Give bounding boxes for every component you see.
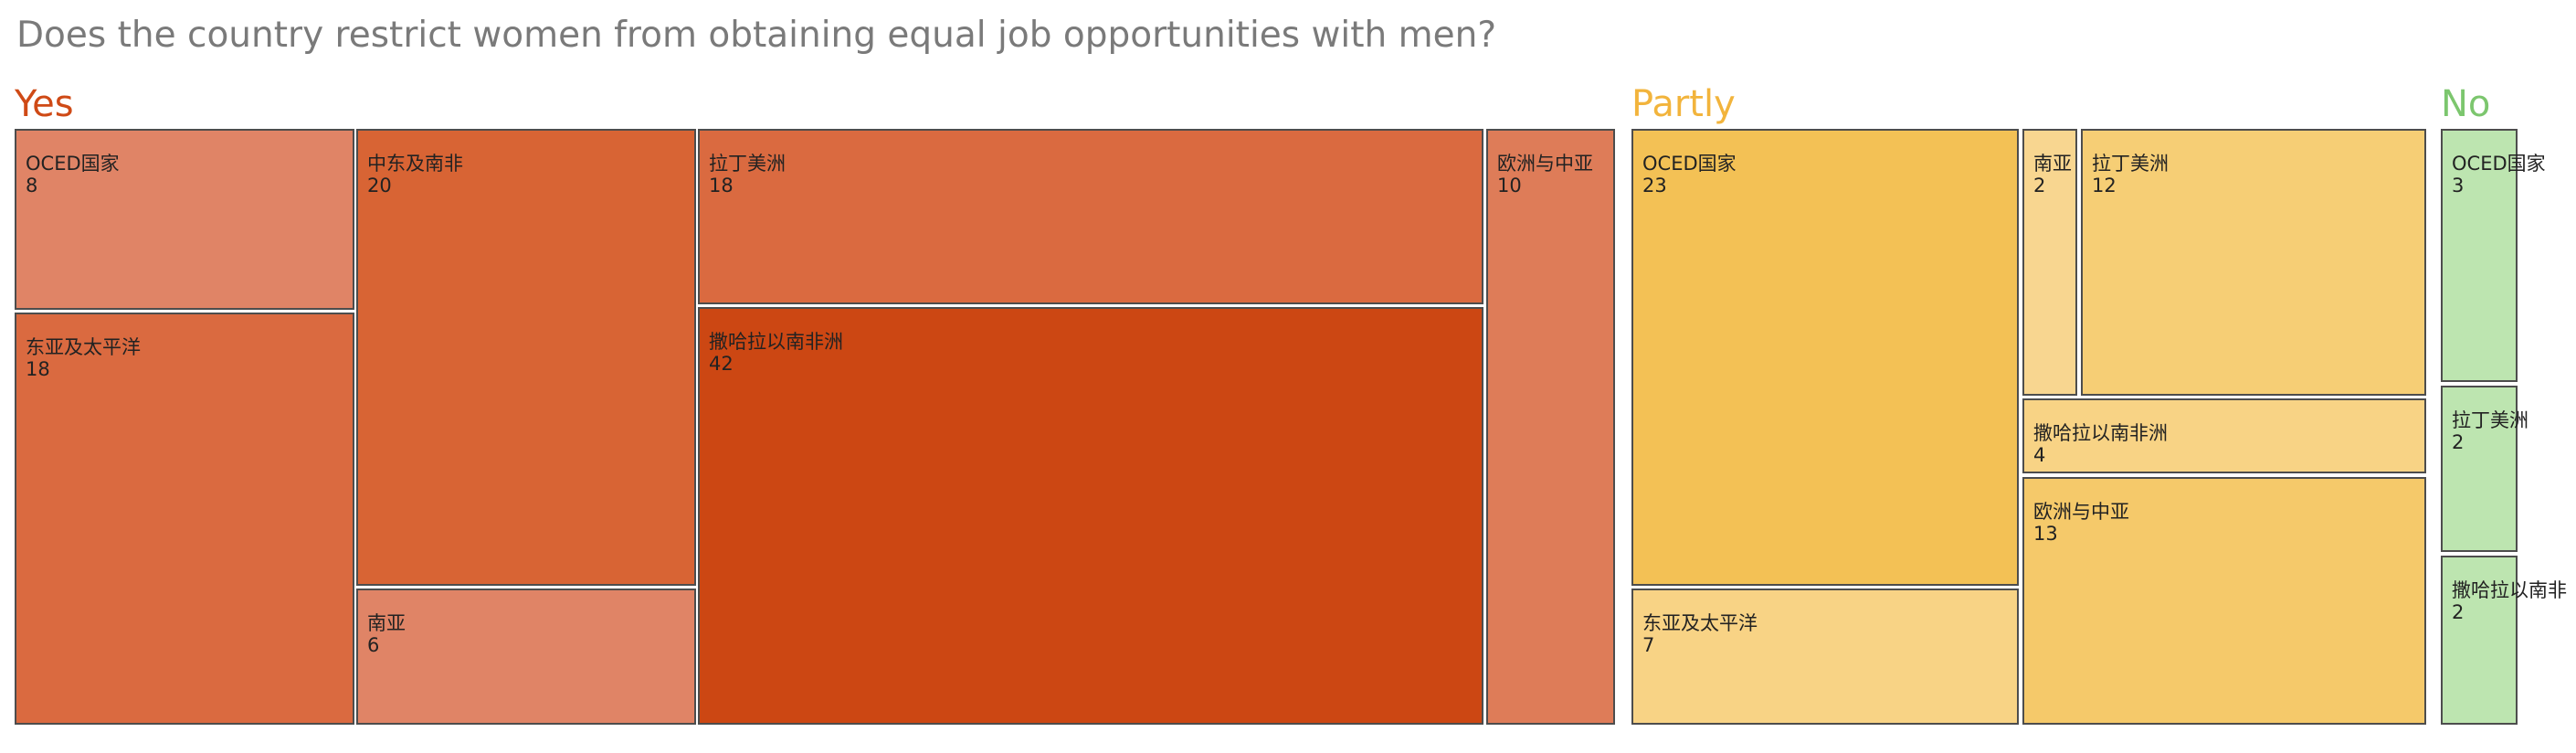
chart-title: Does the country restrict women from obt… bbox=[16, 15, 1497, 56]
tile-yes-middle-east[interactable]: 中东及南非 20 bbox=[356, 129, 696, 586]
tile-no-latin-america[interactable]: 拉丁美洲 2 bbox=[2441, 386, 2528, 552]
tile-label: OCED国家 bbox=[26, 153, 120, 175]
tile-value: 18 bbox=[26, 358, 50, 380]
tile-value: 8 bbox=[26, 175, 38, 196]
tile-partly-oced[interactable]: OCED国家 23 bbox=[1631, 129, 2019, 586]
tile-value: 23 bbox=[1642, 175, 1667, 196]
tile-yes-sub-saharan[interactable]: 撒哈拉以南非洲 42 bbox=[698, 307, 1483, 725]
tile-yes-latin-america[interactable]: 拉丁美洲 18 bbox=[698, 129, 1483, 304]
tile-label: 东亚及太平洋 bbox=[26, 336, 141, 358]
tile-partly-east-asia-pacific[interactable]: 东亚及太平洋 7 bbox=[1631, 589, 2019, 725]
tile-value: 42 bbox=[709, 353, 734, 375]
tile-partly-latin-america[interactable]: 拉丁美洲 12 bbox=[2081, 129, 2426, 396]
tile-label: 中东及南非 bbox=[367, 153, 463, 175]
tile-label: 南亚 bbox=[2033, 153, 2072, 175]
tile-partly-sub-saharan[interactable]: 撒哈拉以南非洲 4 bbox=[2022, 398, 2426, 473]
tile-partly-south-asia[interactable]: 南亚 2 bbox=[2022, 129, 2077, 396]
group-label-no: No bbox=[2441, 83, 2491, 125]
tile-value: 4 bbox=[2033, 444, 2046, 466]
tile-value: 2 bbox=[2033, 175, 2046, 196]
tile-yes-oced[interactable]: OCED国家 8 bbox=[15, 129, 354, 310]
tile-no-sub-saharan[interactable]: 撒哈拉以南非 2 bbox=[2441, 556, 2567, 725]
tile-label: 撒哈拉以南非洲 bbox=[2033, 422, 2168, 444]
tile-value: 3 bbox=[2452, 175, 2465, 196]
tile-no-oced[interactable]: OCED国家 3 bbox=[2441, 129, 2546, 382]
tile-label: 撒哈拉以南非洲 bbox=[709, 331, 843, 353]
tile-value: 6 bbox=[367, 634, 380, 656]
tile-value: 20 bbox=[367, 175, 392, 196]
tile-value: 10 bbox=[1497, 175, 1522, 196]
tile-label: 欧洲与中亚 bbox=[1497, 153, 1593, 175]
group-label-partly: Partly bbox=[1631, 83, 1736, 125]
tile-yes-europe-central-asia[interactable]: 欧洲与中亚 10 bbox=[1486, 129, 1615, 725]
tile-label: 拉丁美洲 bbox=[2452, 409, 2528, 431]
tile-value: 12 bbox=[2092, 175, 2117, 196]
tile-label: 撒哈拉以南非 bbox=[2452, 579, 2567, 601]
tile-yes-east-asia-pacific[interactable]: 东亚及太平洋 18 bbox=[15, 313, 354, 725]
tile-label: 拉丁美洲 bbox=[709, 153, 786, 175]
tile-value: 18 bbox=[709, 175, 734, 196]
tile-yes-south-asia[interactable]: 南亚 6 bbox=[356, 589, 696, 725]
tile-partly-europe-central-asia[interactable]: 欧洲与中亚 13 bbox=[2022, 477, 2426, 725]
tile-label: 欧洲与中亚 bbox=[2033, 501, 2129, 523]
tile-value: 7 bbox=[1642, 634, 1655, 656]
tile-label: OCED国家 bbox=[1642, 153, 1737, 175]
tile-value: 2 bbox=[2452, 601, 2465, 623]
group-label-yes: Yes bbox=[15, 83, 74, 125]
tile-value: 13 bbox=[2033, 523, 2058, 545]
tile-label: 拉丁美洲 bbox=[2092, 153, 2169, 175]
tile-label: 东亚及太平洋 bbox=[1642, 612, 1758, 634]
tile-label: OCED国家 bbox=[2452, 153, 2546, 175]
tile-value: 2 bbox=[2452, 431, 2465, 453]
tile-label: 南亚 bbox=[367, 612, 406, 634]
